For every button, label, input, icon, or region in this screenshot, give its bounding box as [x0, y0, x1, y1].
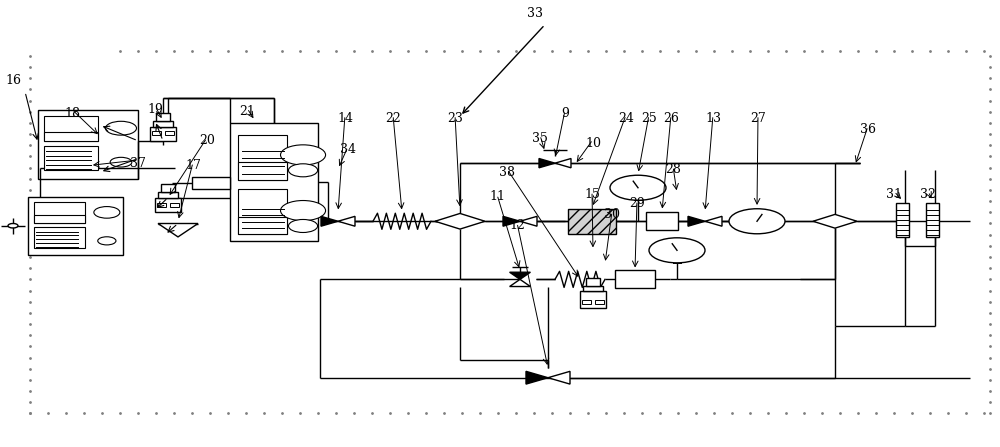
Text: 36: 36 — [860, 123, 876, 136]
Polygon shape — [526, 371, 548, 384]
Bar — [896, 203, 909, 237]
Circle shape — [610, 175, 666, 200]
Text: 19: 19 — [147, 103, 163, 116]
Polygon shape — [510, 279, 530, 287]
Bar — [582, 300, 591, 304]
Text: 34: 34 — [340, 143, 356, 156]
Polygon shape — [555, 159, 571, 168]
Text: 22: 22 — [385, 112, 401, 125]
Circle shape — [98, 237, 116, 245]
Bar — [646, 212, 678, 230]
Bar — [153, 121, 173, 127]
Text: 35: 35 — [532, 132, 548, 145]
Bar — [238, 162, 287, 180]
Text: 11: 11 — [489, 190, 505, 203]
Polygon shape — [321, 216, 338, 226]
Text: 27: 27 — [750, 112, 766, 125]
Polygon shape — [503, 216, 520, 226]
Polygon shape — [338, 216, 355, 226]
Polygon shape — [539, 159, 555, 168]
Text: 18: 18 — [64, 107, 80, 121]
Bar — [152, 131, 161, 135]
Polygon shape — [435, 214, 485, 229]
Circle shape — [110, 157, 132, 167]
Text: 15: 15 — [584, 188, 600, 201]
Bar — [156, 113, 170, 121]
Bar — [230, 123, 318, 241]
Text: 37: 37 — [130, 156, 146, 170]
Circle shape — [106, 121, 136, 135]
Polygon shape — [548, 371, 570, 384]
Text: 16: 16 — [5, 74, 21, 87]
Bar — [165, 131, 174, 135]
Bar — [583, 286, 603, 291]
Circle shape — [94, 207, 120, 218]
Text: 24: 24 — [618, 112, 634, 125]
Bar — [157, 203, 166, 207]
Bar — [595, 300, 604, 304]
Bar — [568, 209, 616, 234]
Bar — [150, 127, 176, 141]
Bar — [586, 278, 600, 286]
Bar — [580, 291, 606, 308]
Polygon shape — [813, 215, 857, 228]
Bar — [34, 215, 85, 224]
Text: 13: 13 — [705, 112, 721, 125]
Text: 9: 9 — [561, 107, 569, 121]
Polygon shape — [688, 216, 705, 226]
Text: 12: 12 — [509, 219, 525, 232]
Text: 30: 30 — [604, 208, 620, 221]
Circle shape — [281, 145, 326, 165]
Bar — [926, 203, 939, 237]
Text: 20: 20 — [199, 134, 215, 148]
Bar — [170, 203, 179, 207]
Circle shape — [729, 209, 785, 234]
Bar — [161, 184, 175, 192]
Text: 38: 38 — [499, 165, 515, 179]
Text: 28: 28 — [665, 163, 681, 177]
Text: 32: 32 — [920, 188, 936, 201]
Text: 21: 21 — [239, 105, 255, 118]
Circle shape — [8, 224, 18, 228]
Bar — [44, 146, 98, 170]
Bar — [615, 270, 655, 288]
Text: 29: 29 — [629, 197, 645, 210]
Polygon shape — [510, 272, 530, 279]
Text: 31: 31 — [886, 188, 902, 201]
Circle shape — [288, 164, 318, 177]
Text: 33: 33 — [527, 7, 543, 20]
Bar — [44, 132, 98, 141]
Bar — [238, 189, 287, 234]
Bar — [158, 192, 178, 198]
Text: 17: 17 — [185, 159, 201, 172]
Bar — [38, 110, 138, 179]
Bar — [28, 197, 123, 255]
Bar — [155, 198, 181, 212]
Circle shape — [649, 238, 705, 263]
Text: 26: 26 — [663, 112, 679, 125]
Bar — [238, 216, 287, 234]
Text: 10: 10 — [585, 136, 601, 150]
Text: 23: 23 — [447, 112, 463, 125]
Bar — [192, 177, 230, 189]
Text: 14: 14 — [337, 112, 353, 125]
Circle shape — [288, 219, 318, 232]
Bar — [34, 227, 85, 248]
Polygon shape — [158, 224, 198, 237]
Bar — [34, 202, 85, 224]
Bar — [238, 135, 287, 180]
Bar — [44, 117, 98, 141]
Text: 25: 25 — [641, 112, 657, 125]
Polygon shape — [520, 216, 537, 226]
Circle shape — [281, 201, 326, 221]
Polygon shape — [705, 216, 722, 226]
